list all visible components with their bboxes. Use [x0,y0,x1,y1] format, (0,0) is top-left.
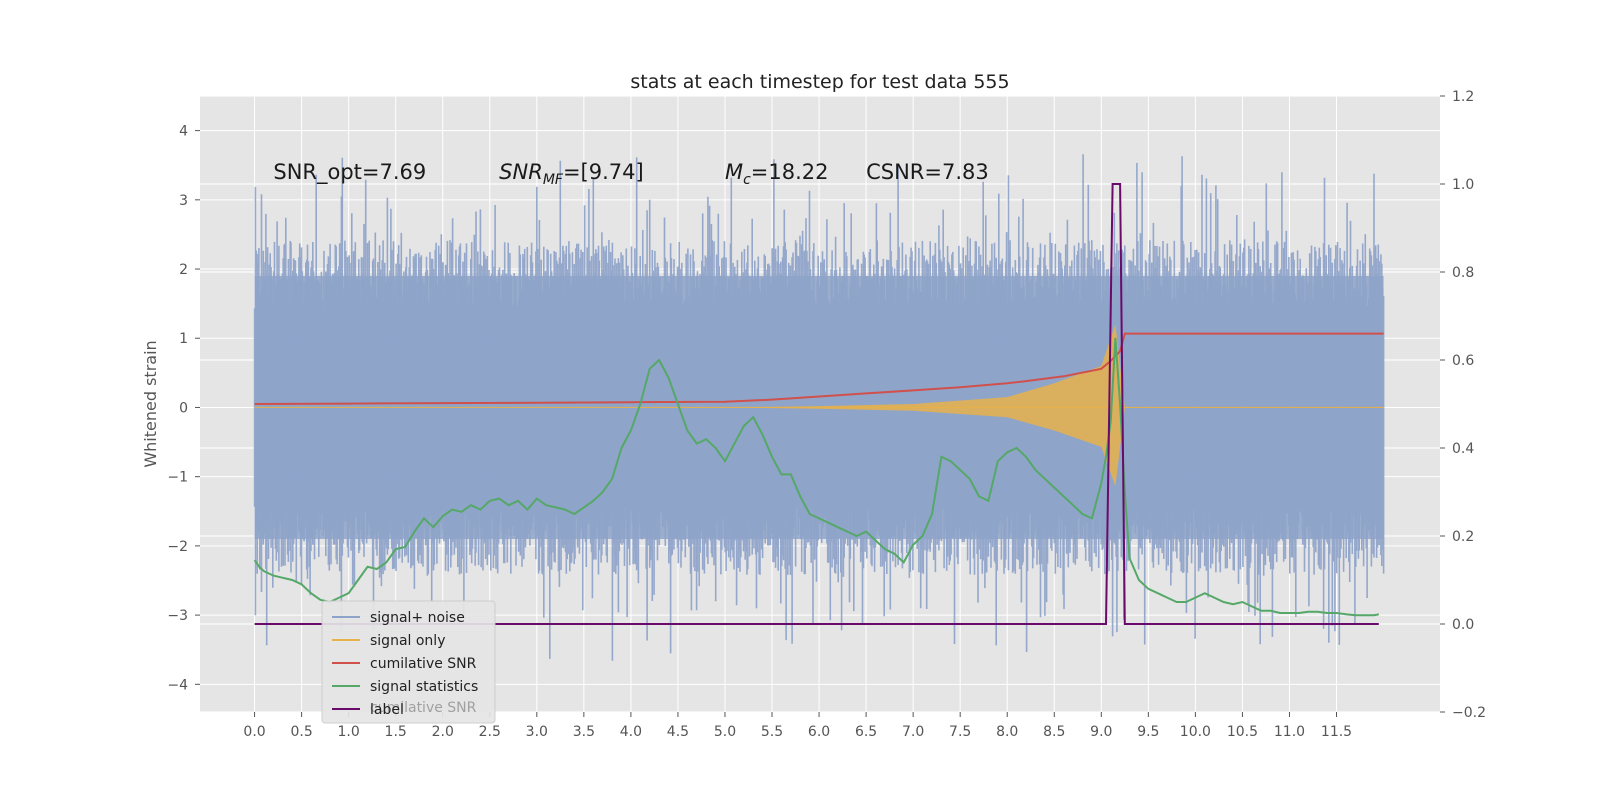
x-tick-label: 6.0 [808,724,830,740]
signal-statistics-line [253,337,1379,617]
stats-annotation: Mc=18.22 [725,160,829,188]
x-tick-label: 9.0 [1090,724,1112,740]
left-y-tick-label: −1 [167,470,188,486]
left-y-tick-label: −2 [167,539,188,555]
stats-annotation: SNR_opt=7.69 [273,160,426,185]
x-tick-label: 11.5 [1321,724,1352,740]
x-axis-ticks: 0.0 0.5 1.0 1.5 2.0 2.5 3.0 3.5 4.0 4.5 5.0 5.5 6.0 6… [243,712,1352,740]
right-y-tick-label: −0.2 [1452,705,1486,721]
left-y-tick-label: 1 [179,331,188,347]
left-y-tick-label: 3 [179,193,188,209]
right-y-tick-label: 0.6 [1452,353,1474,369]
x-tick-label: 9.5 [1137,724,1159,740]
x-tick-label: 4.0 [620,724,642,740]
x-tick-label: 8.0 [996,724,1018,740]
stats-annotation: CSNR=7.83 [866,160,989,184]
right-y-tick-label: 0.2 [1452,529,1474,545]
label-line [254,183,1379,625]
x-tick-label: 1.5 [385,724,407,740]
stats-annotation: SNRMF=[9.74] [499,160,644,188]
annotations: SNR_opt=7.69 SNRMF=[9.74] Mc=18.22 CSNR=7.8… [273,160,988,188]
x-tick-label: 5.0 [714,724,736,740]
x-tick-label: 3.5 [573,724,595,740]
x-tick-label: 7.0 [902,724,924,740]
legend-ghost-text: cumilative SNR [370,700,477,716]
x-tick-label: 4.5 [667,724,689,740]
x-tick-label: 10.0 [1180,724,1211,740]
x-tick-label: 2.5 [479,724,501,740]
x-tick-label: 11.0 [1274,724,1305,740]
legend-entry: signal+ noise [370,610,465,626]
signal-only-envelope [725,324,1384,487]
right-y-axis-ticks: −0.2 0.0 0.2 0.4 0.6 0.8 1.0 1.2 [1440,89,1486,721]
legend-entry: label [370,702,404,718]
x-tick-label: 10.5 [1227,724,1258,740]
legend: cumilative SNR signal+ noise signal only cu… [321,600,496,724]
legend-entry: signal statistics [370,679,478,695]
legend-entry: signal only [370,633,445,649]
right-y-tick-label: 1.2 [1452,89,1474,105]
chart-title: stats at each timestep for test data 555 [630,71,1009,93]
left-y-axis-ticks: −4 −3 −2 −1 0 1 2 3 4 [167,124,200,693]
left-y-tick-label: 4 [179,124,188,140]
x-tick-label: 7.5 [949,724,971,740]
legend-box [321,600,496,724]
x-tick-label: 1.0 [338,724,360,740]
left-y-tick-label: −3 [167,608,188,624]
left-y-tick-label: −4 [167,677,188,693]
x-tick-label: 5.5 [761,724,783,740]
x-tick-label: 0.5 [290,724,312,740]
left-y-tick-label: 2 [179,262,188,278]
x-tick-label: 0.0 [243,724,265,740]
signal-only-series [254,324,1384,487]
left-y-tick-label: 0 [179,400,188,416]
x-tick-label: 3.0 [526,724,548,740]
x-tick-label: 8.5 [1043,724,1065,740]
x-tick-label: 2.0 [432,724,454,740]
y-axis-label: Whitened strain [141,340,160,467]
legend-entry: cumilative SNR [370,656,477,672]
line-series [253,183,1384,625]
right-y-tick-label: 0.4 [1452,441,1474,457]
right-y-tick-label: 1.0 [1452,177,1474,193]
right-y-tick-label: 0.8 [1452,265,1474,281]
x-tick-label: 6.5 [855,724,877,740]
right-y-tick-label: 0.0 [1452,617,1474,633]
